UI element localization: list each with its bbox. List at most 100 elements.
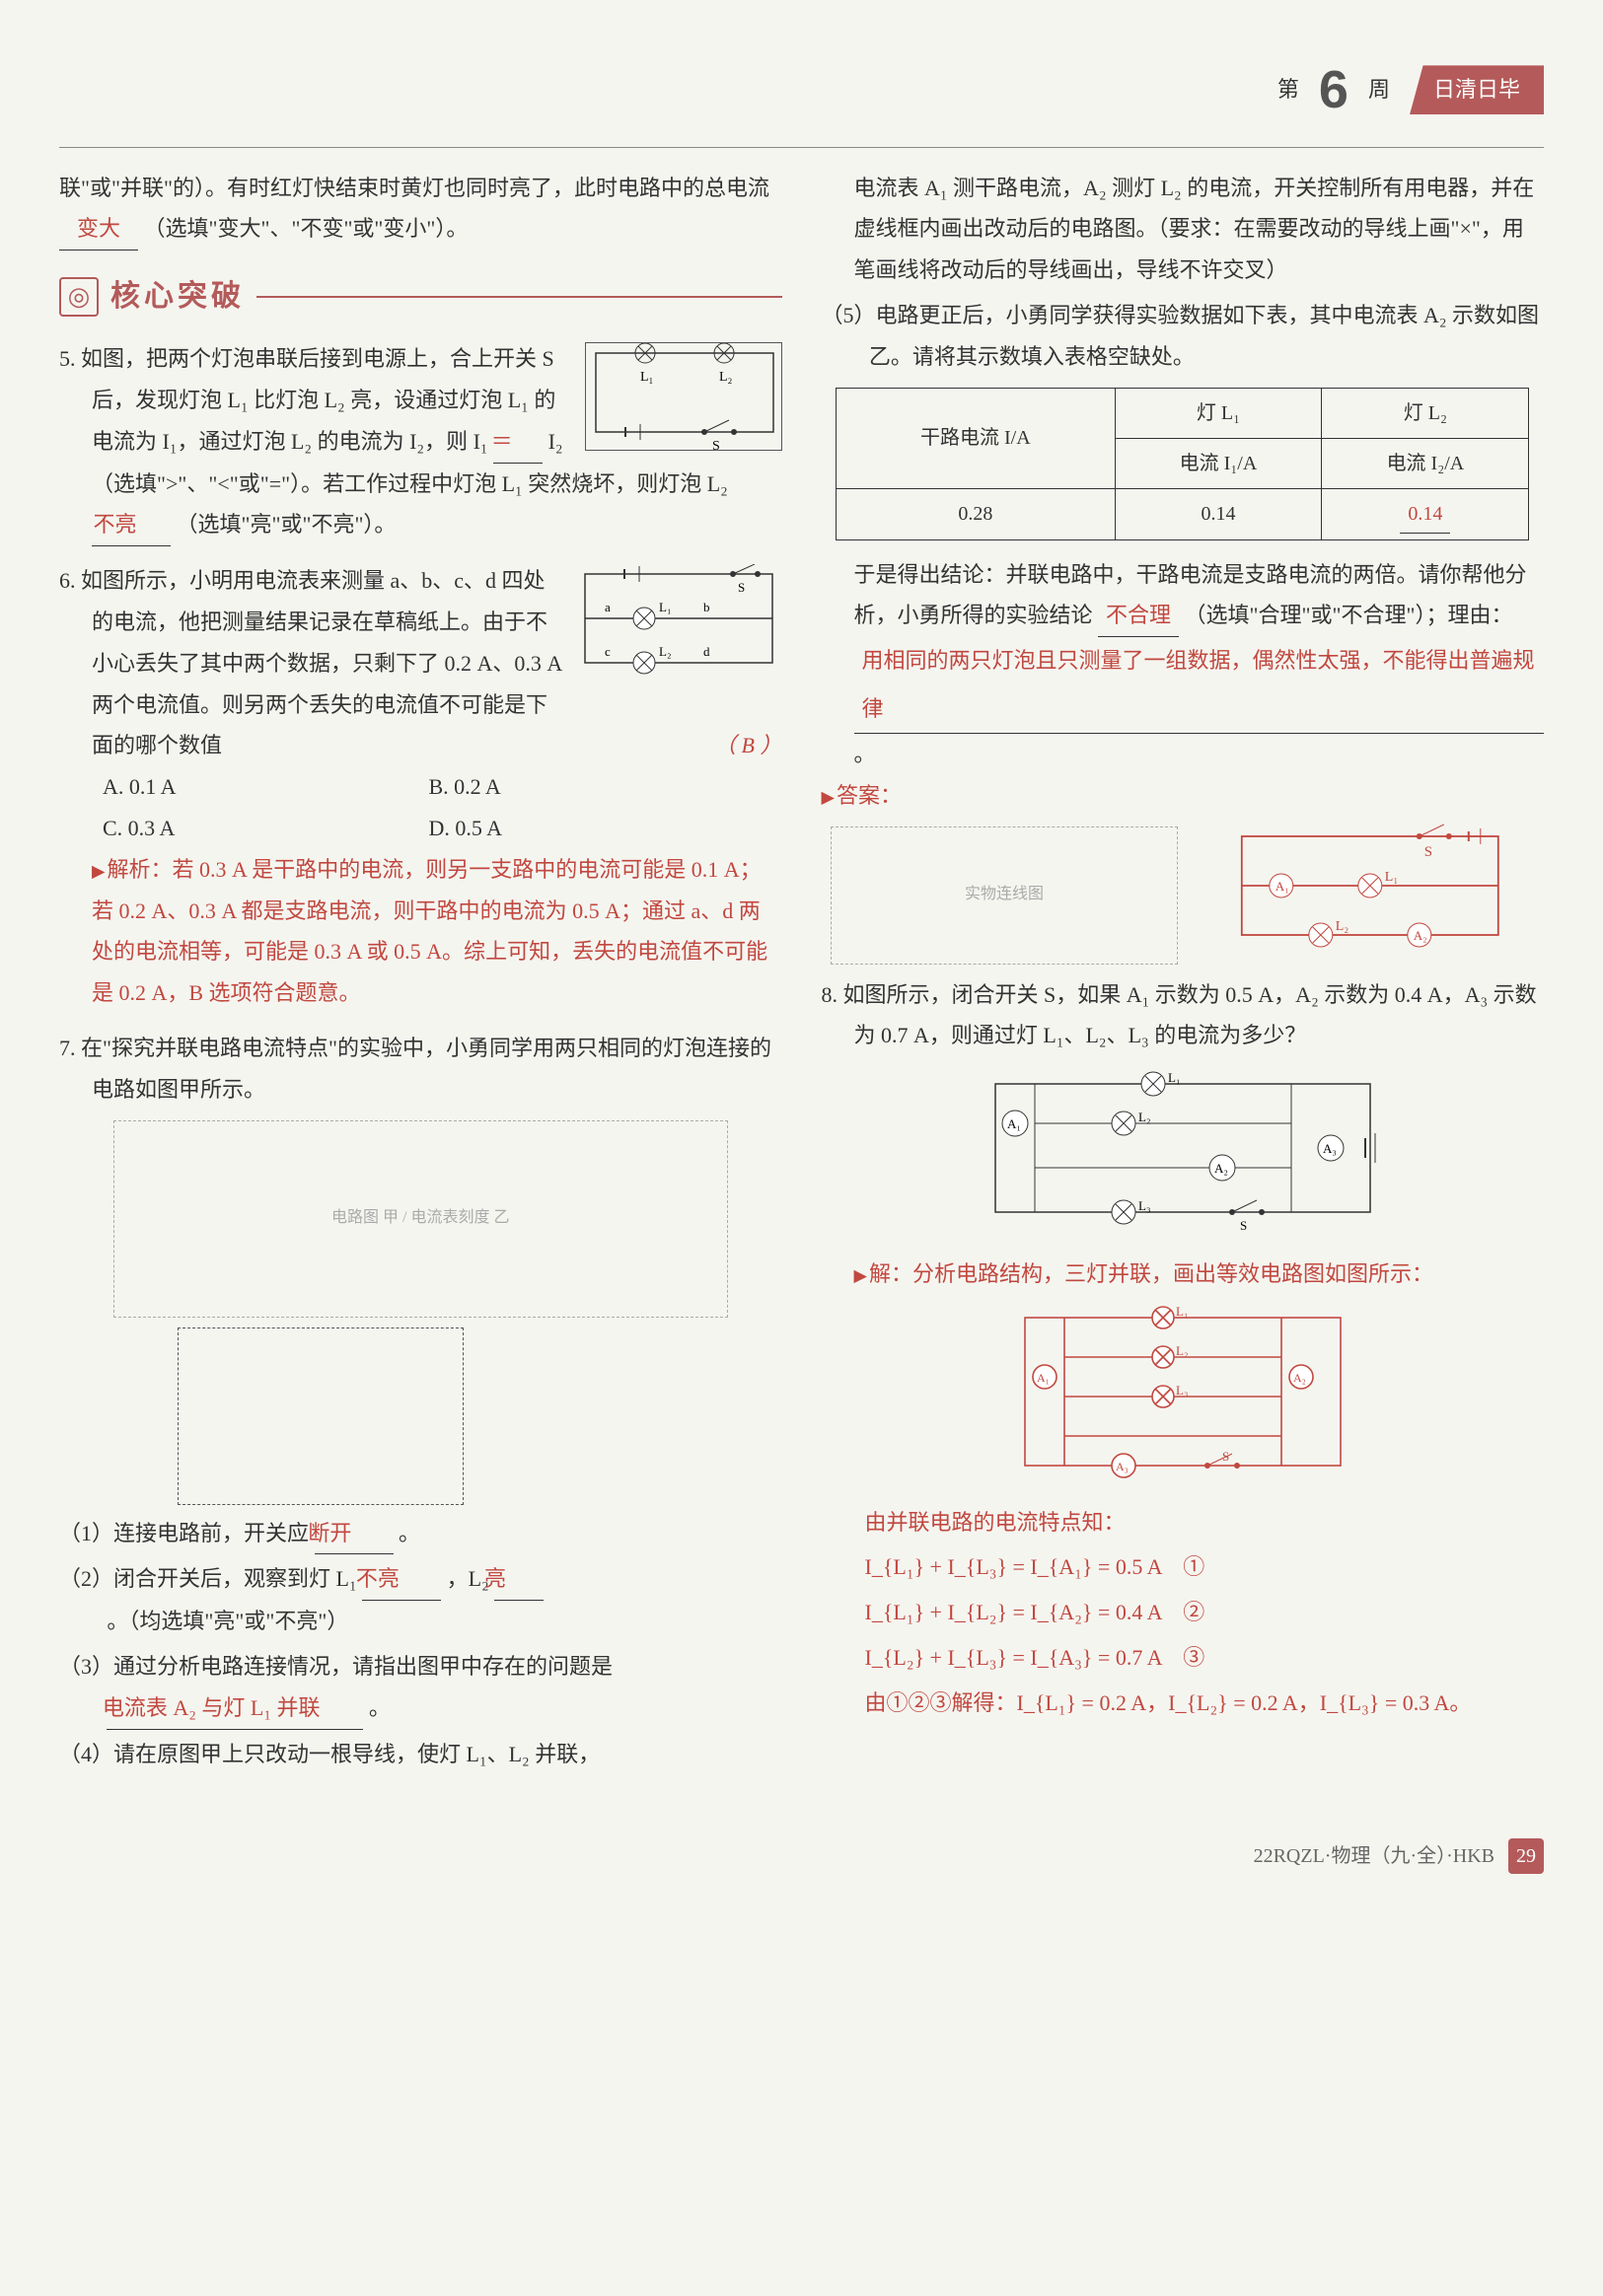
q7-sub4: （4）请在原图甲上只改动一根导线，使灯 L₁、L₂ 并联， bbox=[59, 1734, 782, 1775]
q6-options: A. 0.1 A B. 0.2 A C. 0.3 A D. 0.5 A bbox=[59, 766, 782, 849]
intro-text: 联"或"并联"的）。有时红灯快结束时黄灯也同时亮了，此时电路中的总电流 bbox=[59, 176, 769, 200]
table-col1-head: 干路电流 I/A bbox=[837, 388, 1115, 488]
intro-blank: 变大 bbox=[59, 208, 138, 251]
question-8: 8. 如图所示，闭合开关 S，如果 A₁ 示数为 0.5 A，A₂ 示数为 0.… bbox=[822, 974, 1545, 1724]
q7-sub1-blank: 断开 bbox=[315, 1513, 394, 1555]
table-blank: 0.14 bbox=[1400, 495, 1450, 534]
q5-blank1: ＝ bbox=[493, 421, 543, 464]
q7-circuit-image: 电路图 甲 / 电流表刻度 乙 bbox=[113, 1120, 728, 1318]
q7-conclusion: 于是得出结论：并联电路中，干路电流是支路电流的两倍。请你帮他分析，小勇所得的实验… bbox=[822, 554, 1545, 775]
q6-explain-text: 若 0.3 A 是干路中的电流，则另一支路中的电流可能是 0.1 A；若 0.2… bbox=[92, 857, 767, 1005]
intro-paragraph: 联"或"并联"的）。有时红灯快结束时黄灯也同时亮了，此时电路中的总电流 变大 （… bbox=[59, 168, 782, 251]
q6-circuit-diagram: L₁ L₂ a b c d S bbox=[575, 564, 782, 682]
svg-text:L₂: L₂ bbox=[1336, 919, 1349, 934]
svg-text:L₃: L₃ bbox=[1138, 1198, 1150, 1213]
svg-text:A₃: A₃ bbox=[1116, 1460, 1129, 1473]
q8-solution-intro: 解：分析电路结构，三灯并联，画出等效电路图如图所示： bbox=[822, 1254, 1545, 1295]
q7-sub1: （1）连接电路前，开关应 断开 。 bbox=[59, 1513, 782, 1555]
table-col3-head-top: 灯 L₂ bbox=[1322, 388, 1529, 438]
svg-text:A₁: A₁ bbox=[1037, 1371, 1050, 1385]
footer-code: 22RQZL·物理（九·全）·HKB bbox=[1254, 1837, 1494, 1875]
q8-eq3: I_{L₂} + I_{L₃} = I_{A₃} = 0.7 A ③ bbox=[822, 1637, 1545, 1679]
table-col2-head-bot: 电流 I₁/A bbox=[1115, 438, 1322, 488]
q7-sub2-pre: （2）闭合开关后，观察到灯 L₁ bbox=[59, 1566, 357, 1591]
page-header: 第 6 周 日清日毕 bbox=[59, 39, 1544, 148]
svg-text:L₂: L₂ bbox=[659, 644, 671, 659]
q7-cont-line1: 电流表 A₁ 测干路电流，A₂ 测灯 L₂ 的电流，开关控制所有用电器，并在虚线… bbox=[822, 168, 1545, 291]
q7-sub3-pre: （3）通过分析电路连接情况，请指出图甲中存在的问题是 bbox=[59, 1654, 613, 1679]
q7-sub3-post: 。 bbox=[369, 1695, 391, 1720]
header-badge: 日清日毕 bbox=[1410, 65, 1544, 114]
svg-text:L₁: L₁ bbox=[1168, 1070, 1180, 1085]
svg-text:A₂: A₂ bbox=[1214, 1161, 1228, 1176]
svg-text:L₂: L₂ bbox=[719, 370, 733, 385]
svg-text:c: c bbox=[605, 644, 611, 659]
svg-text:L₃: L₃ bbox=[1176, 1383, 1188, 1398]
week-number: 6 bbox=[1319, 39, 1348, 141]
q7-sub2-post: 。（均选填"亮"或"不亮"） bbox=[107, 1609, 348, 1633]
q8-eq2: I_{L₁} + I_{L₂} = I_{A₂} = 0.4 A ② bbox=[822, 1592, 1545, 1633]
intro-tail: （选填"变大"、"不变"或"变小"）。 bbox=[144, 216, 469, 241]
page-number: 29 bbox=[1508, 1838, 1544, 1874]
q8-eq4: 由①②③解得：I_{L₁} = 0.2 A，I_{L₂} = 0.2 A，I_{… bbox=[822, 1683, 1545, 1724]
q8-sol-line0: 由并联电路的电流特点知： bbox=[822, 1502, 1545, 1543]
q6-opt-c: C. 0.3 A bbox=[103, 808, 428, 849]
svg-text:A₃: A₃ bbox=[1323, 1141, 1337, 1156]
q6-opt-d: D. 0.5 A bbox=[428, 808, 754, 849]
question-7: 7. 在"探究并联电路电流特点"的实验中，小勇同学用两只相同的灯泡连接的电路如图… bbox=[59, 1028, 782, 1774]
svg-text:A₂: A₂ bbox=[1414, 928, 1427, 943]
week-label-pre: 第 bbox=[1277, 69, 1299, 110]
q8-eq1: I_{L₁} + I_{L₃} = I_{A₁} = 0.5 A ① bbox=[822, 1546, 1545, 1588]
concl-post: 。 bbox=[854, 742, 876, 766]
question-5: L₁L₂ S 5. 如图，把两个灯泡串联后接到电源上，合上开关 S 后，发现灯泡… bbox=[59, 338, 782, 546]
svg-text:S: S bbox=[738, 580, 745, 595]
svg-text:L₁: L₁ bbox=[1385, 870, 1398, 885]
two-column-layout: 联"或"并联"的）。有时红灯快结束时黄灯也同时亮了，此时电路中的总电流 变大 （… bbox=[59, 168, 1544, 1789]
table-col2-head-top: 灯 L₁ bbox=[1115, 388, 1322, 438]
svg-text:L₂: L₂ bbox=[1138, 1110, 1150, 1124]
q6-text: 6. 如图所示，小明用电流表来测量 a、b、c、d 四处的电流，他把测量结果记录… bbox=[59, 568, 561, 757]
q6-explanation: 解析：若 0.3 A 是干路中的电流，则另一支路中的电流可能是 0.1 A；若 … bbox=[59, 849, 782, 1014]
q8-sol-text: 分析电路结构，三灯并联，画出等效电路图如图所示： bbox=[912, 1261, 1433, 1286]
q7-sub2-blank2: 亮 bbox=[494, 1558, 544, 1601]
left-column: 联"或"并联"的）。有时红灯快结束时黄灯也同时亮了，此时电路中的总电流 变大 （… bbox=[59, 168, 782, 1789]
svg-text:S: S bbox=[712, 439, 720, 452]
q7-answer-box bbox=[178, 1327, 464, 1505]
q7-sub2-blank1: 不亮 bbox=[362, 1558, 441, 1601]
q5-text1: 5. 如图，把两个灯泡串联后接到电源上，合上开关 S 后，发现灯泡 L₁ 比灯泡… bbox=[59, 346, 555, 454]
svg-text:A₂: A₂ bbox=[1293, 1371, 1306, 1385]
target-icon: ◎ bbox=[59, 277, 99, 317]
q7-answer-image-1: 实物连线图 bbox=[831, 826, 1178, 965]
q7-sub1-pre: （1）连接电路前，开关应 bbox=[59, 1521, 309, 1545]
q7-text: 7. 在"探究并联电路电流特点"的实验中，小勇同学用两只相同的灯泡连接的电路如图… bbox=[59, 1028, 782, 1111]
svg-text:A₁: A₁ bbox=[1275, 879, 1289, 894]
section-title: 核心突破 bbox=[110, 268, 245, 324]
q7-data-table: 干路电流 I/A 灯 L₁ 灯 L₂ 电流 I₁/A 电流 I₂/A 0.28 … bbox=[836, 388, 1529, 540]
svg-text:a: a bbox=[605, 600, 611, 614]
section-divider bbox=[256, 296, 782, 298]
svg-text:S: S bbox=[1240, 1218, 1247, 1232]
page-footer: 22RQZL·物理（九·全）·HKB 29 bbox=[59, 1837, 1544, 1875]
explain-label: 解析： bbox=[92, 857, 173, 882]
table-cell-1: 0.28 bbox=[837, 488, 1115, 539]
q5-circuit-diagram: L₁L₂ S bbox=[585, 342, 782, 451]
svg-text:S: S bbox=[1424, 844, 1432, 860]
q7-sub2: （2）闭合开关后，观察到灯 L₁ 不亮 ，L₂ 亮 。（均选填"亮"或"不亮"） bbox=[59, 1558, 782, 1642]
svg-text:b: b bbox=[703, 600, 710, 614]
q7-sub2-mid: ，L₂ bbox=[447, 1566, 489, 1591]
table-cell-2: 0.14 bbox=[1115, 488, 1322, 539]
concl-blank2: 用相同的两只灯泡且只测量了一组数据，偶然性太强，不能得出普遍规律 bbox=[854, 637, 1545, 734]
q7-sub3: （3）通过分析电路连接情况，请指出图甲中存在的问题是 电流表 A₂ 与灯 L₁ … bbox=[59, 1646, 782, 1730]
q5-blank2: 不亮 bbox=[92, 504, 171, 546]
svg-text:d: d bbox=[703, 644, 710, 659]
svg-text:L₁: L₁ bbox=[659, 600, 671, 614]
svg-text:A₁: A₁ bbox=[1007, 1116, 1021, 1131]
q8-equiv-circuit: L₁ L₂ L₃ A₁ A₂ A₃ S bbox=[822, 1303, 1545, 1494]
q8-circuit-diagram: A₁ A₂ A₃ L₁ L₂ L₃ S bbox=[822, 1064, 1545, 1246]
section-header: ◎ 核心突破 bbox=[59, 268, 782, 324]
q7-answer-label: 答案： bbox=[822, 775, 1545, 817]
week-label-post: 周 bbox=[1368, 69, 1390, 110]
q7-sub5: （5）电路更正后，小勇同学获得实验数据如下表，其中电流表 A₂ 示数如图乙。请将… bbox=[822, 295, 1545, 378]
svg-text:L₂: L₂ bbox=[1176, 1343, 1188, 1358]
q7-sub1-post: 。 bbox=[399, 1521, 420, 1545]
